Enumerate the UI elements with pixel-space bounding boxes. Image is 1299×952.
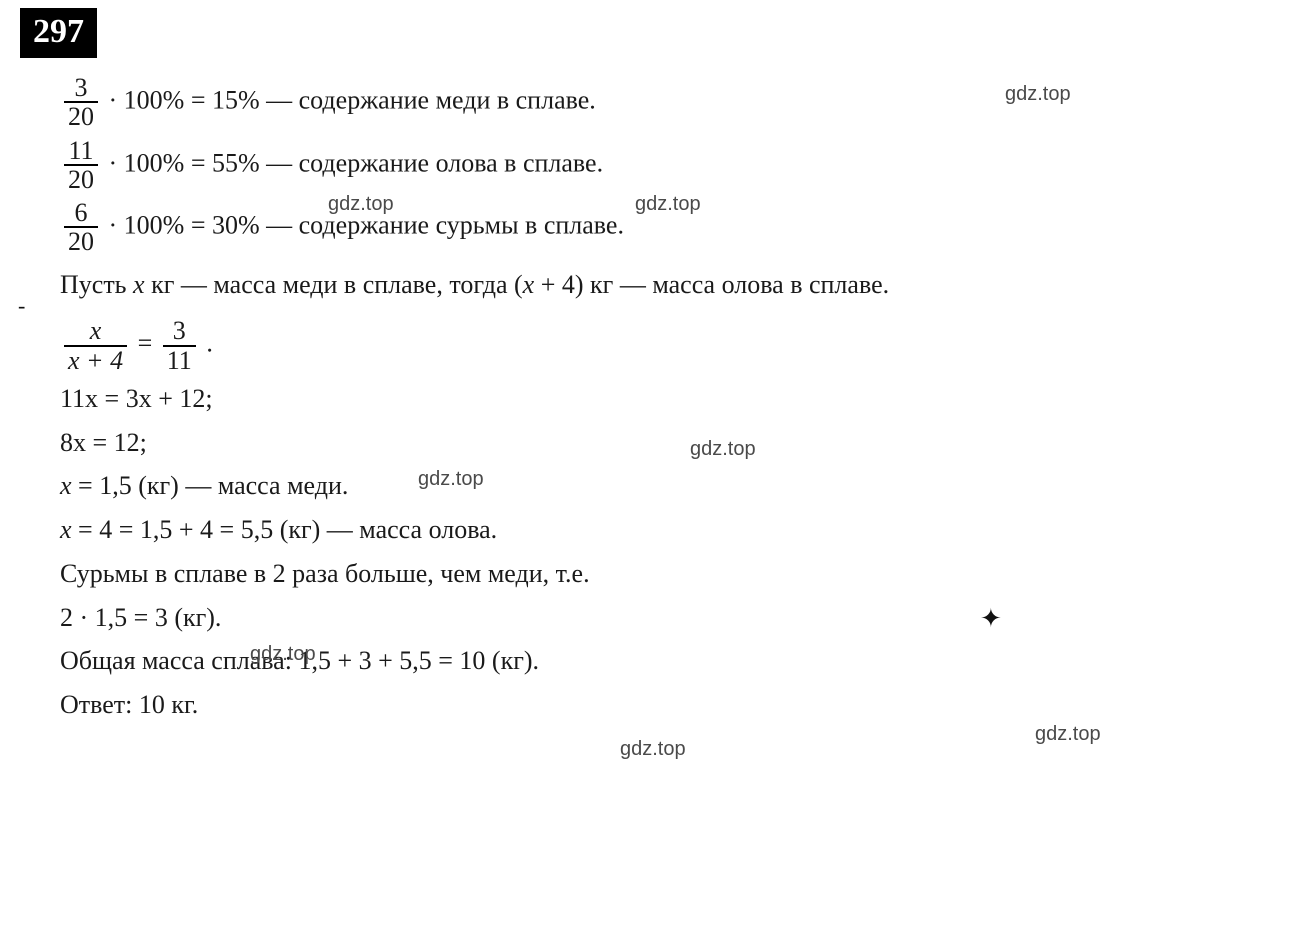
frac-num: 3 [64, 74, 98, 101]
line-antimony-note: Сурьмы в сплаве в 2 раза больше, чем мед… [60, 555, 1279, 593]
calc-line-antimony: 6 20 · 100% = 30% — содержание сурьмы в … [60, 199, 1279, 256]
frac-num: x [64, 317, 127, 344]
fraction-6-20: 6 20 [64, 199, 98, 256]
calc-line-copper: 3 20 · 100% = 15% — содержание меди в сп… [60, 74, 1279, 131]
scan-artifact: - [18, 290, 25, 322]
frac-num: 11 [64, 137, 98, 164]
eq-x-1-5: x = 1,5 (кг) — масса меди. [60, 467, 1279, 505]
frac-den: 11 [163, 345, 196, 374]
text: Пусть [60, 270, 133, 299]
text: Сурьмы в сплаве в 2 раза больше, чем мед… [60, 559, 590, 588]
frac-den: 20 [64, 164, 98, 193]
text: 8x = 12; [60, 428, 147, 457]
fraction-11-20: 11 20 [64, 137, 98, 194]
frac-num: 6 [64, 199, 98, 226]
text: кг — масса меди в сплаве, тогда ( [145, 270, 523, 299]
text: 2 · 1,5 = 3 (кг). [60, 603, 221, 632]
eq-x-4: x = 4 = 1,5 + 4 = 5,5 (кг) — масса олова… [60, 511, 1279, 549]
calc-text: · 100% = 15% — содержание меди в сплаве. [102, 85, 596, 114]
calc-line-tin: 11 20 · 100% = 55% — содержание олова в … [60, 137, 1279, 194]
var-x: x [523, 270, 535, 299]
text: Ответ: 10 кг. [60, 690, 198, 719]
equation-fraction: x x + 4 = 3 11 . [60, 317, 1279, 374]
line-2x1-5: 2 · 1,5 = 3 (кг). [60, 599, 1279, 637]
line-total-mass: Общая масса сплава: 1,5 + 3 + 5,5 = 10 (… [60, 642, 1279, 680]
fraction-3-11: 3 11 [163, 317, 196, 374]
text: 11x = 3x + 12; [60, 384, 213, 413]
line-answer: Ответ: 10 кг. [60, 686, 1279, 724]
fraction-x-over-x4: x x + 4 [64, 317, 127, 374]
calc-text: · 100% = 30% — содержание сурьмы в сплав… [102, 210, 624, 239]
text: = 1,5 (кг) — масса меди. [72, 471, 349, 500]
var-x: x [60, 515, 72, 544]
eq-8x: 8x = 12; [60, 424, 1279, 462]
text: Общая масса сплава: 1,5 + 3 + 5,5 = 10 (… [60, 646, 539, 675]
text: + 4) кг — масса олова в сплаве. [534, 270, 889, 299]
equals: = [131, 329, 159, 358]
tail: . [200, 329, 213, 358]
watermark: gdz.top [1035, 720, 1101, 749]
fraction-3-20: 3 20 [64, 74, 98, 131]
var-x: x [60, 471, 72, 500]
frac-den: x + 4 [64, 345, 127, 374]
calc-text: · 100% = 55% — содержание олова в сплаве… [102, 148, 603, 177]
problem-number-badge: 297 [20, 8, 97, 58]
frac-num: 3 [163, 317, 196, 344]
frac-den: 20 [64, 226, 98, 255]
var-x: x [133, 270, 145, 299]
text: = 4 = 1,5 + 4 = 5,5 (кг) — масса олова. [72, 515, 498, 544]
frac-den: 20 [64, 101, 98, 130]
setup-paragraph: Пусть x кг — масса меди в сплаве, тогда … [20, 266, 1279, 304]
watermark: gdz.top [620, 735, 686, 764]
eq-11x: 11x = 3x + 12; [60, 380, 1279, 418]
scan-artifact: ✦ [980, 600, 1002, 638]
